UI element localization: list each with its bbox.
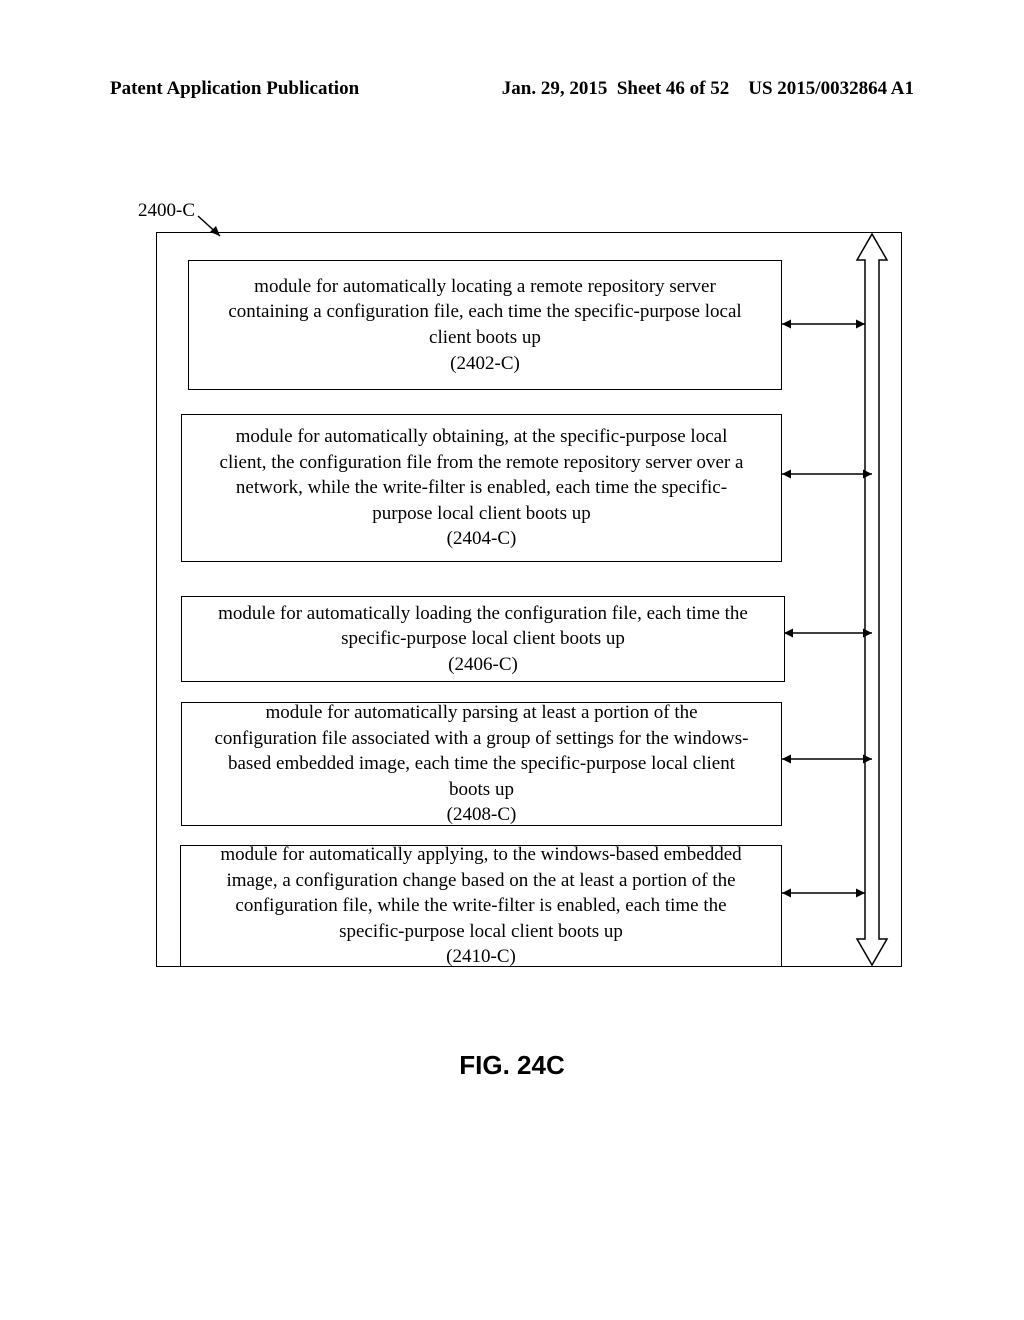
module-box-2406-C: module for automatically loading the con…: [181, 596, 785, 682]
module-text-line: (2404-C): [192, 526, 771, 552]
module-text-line: boots up: [192, 777, 771, 803]
module-text-line: configuration file associated with a gro…: [192, 726, 771, 752]
module-box-2410-C: module for automatically applying, to th…: [180, 845, 782, 967]
module-text-line: specific-purpose local client boots up: [192, 626, 774, 652]
page: Patent Application Publication Jan. 29, …: [0, 0, 1024, 1320]
module-text-line: specific-purpose local client boots up: [191, 919, 771, 945]
module-text-line: configuration file, while the write-filt…: [191, 893, 771, 919]
module-text-line: module for automatically loading the con…: [192, 601, 774, 627]
connector-arrow-icon: [772, 464, 882, 484]
module-text-line: (2410-C): [191, 944, 771, 970]
module-text-line: client, the configuration file from the …: [192, 450, 771, 476]
module-text-line: containing a configuration file, each ti…: [199, 299, 771, 325]
header-docnum: US 2015/0032864 A1: [748, 78, 914, 99]
connector-arrow-icon: [774, 623, 882, 643]
module-text-line: (2402-C): [199, 351, 771, 377]
module-box-2402-C: module for automatically locating a remo…: [188, 260, 782, 390]
module-text-line: network, while the write-filter is enabl…: [192, 475, 771, 501]
module-text-line: module for automatically parsing at leas…: [192, 700, 771, 726]
module-text-line: (2406-C): [192, 652, 774, 678]
module-text-line: module for automatically obtaining, at t…: [192, 424, 771, 450]
page-header: Patent Application Publication Jan. 29, …: [110, 78, 914, 100]
header-left: Patent Application Publication: [110, 78, 359, 100]
connector-arrow-icon: [772, 749, 882, 769]
module-text-line: (2408-C): [192, 802, 771, 828]
bus-double-arrow-icon: [846, 232, 906, 967]
figure-caption: FIG. 24C: [0, 1050, 1024, 1081]
module-text-line: module for automatically applying, to th…: [191, 842, 771, 868]
module-text-line: based embedded image, each time the spec…: [192, 751, 771, 777]
header-date: Jan. 29, 2015: [502, 78, 608, 99]
connector-arrow-icon: [772, 314, 875, 334]
module-text-line: module for automatically locating a remo…: [199, 274, 771, 300]
module-box-2408-C: module for automatically parsing at leas…: [181, 702, 782, 826]
module-box-2404-C: module for automatically obtaining, at t…: [181, 414, 782, 562]
module-text-line: client boots up: [199, 325, 771, 351]
connector-arrow-icon: [772, 883, 875, 903]
header-right: Jan. 29, 2015 Sheet 46 of 52 US 2015/003…: [502, 78, 914, 100]
module-text-line: image, a configuration change based on t…: [191, 868, 771, 894]
module-text-line: purpose local client boots up: [192, 501, 771, 527]
header-sheet: Sheet 46 of 52: [617, 78, 729, 99]
reference-numeral: 2400-C: [138, 200, 195, 222]
